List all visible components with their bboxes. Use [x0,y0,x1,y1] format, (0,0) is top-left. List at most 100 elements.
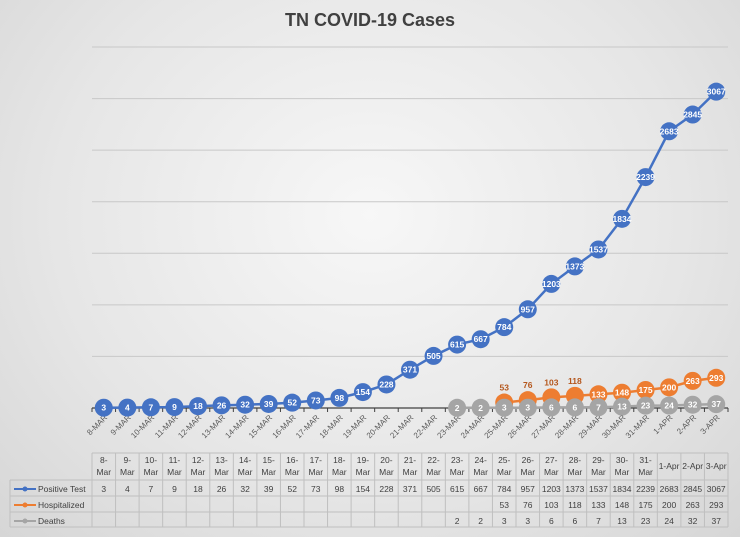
data-label: 667 [474,334,488,344]
data-point [565,257,584,276]
data-label: 76 [523,380,533,390]
data-point [707,395,726,414]
data-table: 8- Mar 9- Mar 10- Mar 11- Mar 12- Mar 13- Mar 14- Mar… [9,452,729,528]
data-point [683,105,702,124]
data-point [636,380,655,399]
table-cell: 6 [573,516,578,526]
data-point [589,385,608,404]
table-header: 10- [145,455,157,465]
x-tick-label: 24-MAR [459,413,486,440]
data-point [141,398,160,417]
data-label: 73 [311,395,321,405]
data-label: 2845 [683,110,702,120]
x-tick-label: 8-MAR [85,413,109,437]
data-point [330,388,349,407]
table-cell: 98 [335,484,345,494]
data-point [660,378,679,397]
table-cell: 2 [455,516,460,526]
data-point [236,395,255,414]
data-point [518,300,537,319]
table-cell: 39 [264,484,274,494]
data-label: 200 [662,382,676,392]
table-cell: 2239 [636,484,655,494]
table-header: 1-Apr [659,461,680,471]
x-tick-label: 13-MAR [200,413,227,440]
table-cell: 32 [688,516,698,526]
x-tick-label: 28-MAR [553,413,580,440]
table-cell: 23 [641,516,651,526]
table-header: Mar [238,467,253,477]
table-cell: 1203 [542,484,561,494]
table-header: 3-Apr [706,461,727,471]
gridlines [92,46,728,357]
table-header: 30- [616,455,628,465]
table-header: Mar [261,467,276,477]
data-point [212,396,231,415]
table-cell: 667 [474,484,488,494]
x-tick-label: 31-MAR [624,413,651,440]
data-label: 263 [686,376,700,386]
data-label: 26 [217,400,227,410]
data-point [589,398,608,417]
data-point [565,398,584,417]
data-label: 615 [450,340,464,350]
table-header: Mar [332,467,347,477]
data-point [118,398,137,417]
legend-key-marker [22,486,28,492]
table-cell: 200 [662,500,676,510]
table-header: 15- [263,455,275,465]
x-tick-label: 23-MAR [435,413,462,440]
data-point [448,335,467,354]
table-cell: 3 [502,516,507,526]
data-point [495,398,514,417]
table-header: 21- [404,455,416,465]
data-label: 1834 [613,214,632,224]
x-tick-label: 20-MAR [365,413,392,440]
table-header: 26- [522,455,534,465]
data-label: 32 [688,400,698,410]
table-header: 13- [215,455,227,465]
data-label: 6 [573,402,578,412]
table-header: 25- [498,455,510,465]
table-cell: 957 [521,484,535,494]
data-label: 1373 [565,261,584,271]
data-label: 2 [478,403,483,413]
table-cell: 2 [478,516,483,526]
data-label: 7 [596,402,601,412]
data-point [401,360,419,379]
x-tick-label: 27-MAR [530,413,557,440]
legend-key-marker [22,502,28,508]
table-header: 12- [192,455,204,465]
table-cell: 293 [709,500,723,510]
table-header: Mar [568,467,583,477]
table-header: Mar [615,467,630,477]
legend-key-marker [22,518,28,524]
data-point [683,371,702,390]
x-tick-label: 1-APR [652,413,675,436]
data-label: 133 [591,389,605,399]
x-tick-label: 30-MAR [600,413,627,440]
series-line [504,376,717,404]
table-cell: 154 [356,484,370,494]
table-header: 11- [169,455,181,465]
table-header: Mar [520,467,535,477]
data-point [94,398,113,417]
table-cell: 2845 [683,484,702,494]
table-header: Mar [167,467,182,477]
x-tick-label: 18-MAR [318,413,345,440]
data-label: 4 [125,403,130,413]
table-cell: 26 [217,484,227,494]
data-point [542,398,561,417]
table-header: 9- [124,455,132,465]
data-label: 32 [240,400,250,410]
table-cell: 76 [523,500,533,510]
series-deaths [448,395,726,417]
series-positive-test [94,82,726,417]
table-header: Mar [356,467,371,477]
table-cell: 3 [101,484,106,494]
table-cell: 7 [149,484,154,494]
data-label: 148 [615,388,629,398]
data-label: 293 [709,373,723,383]
data-label: 103 [544,377,558,387]
